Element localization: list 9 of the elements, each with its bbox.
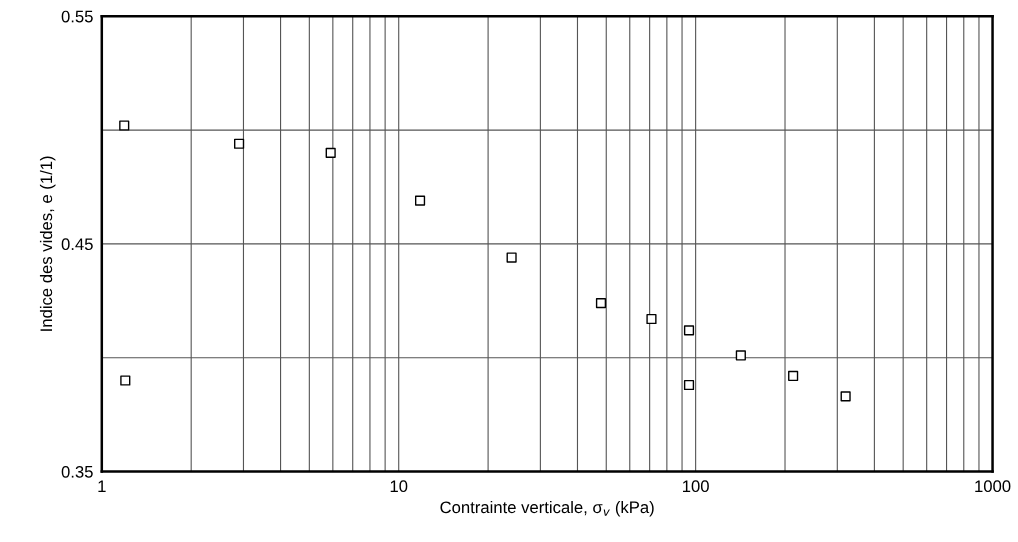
x-axis-title: Contrainte verticale, σ$_{v}$ (kPa) — [440, 500, 654, 517]
x-tick-label: 100 — [683, 480, 709, 493]
x-tick-label: 10 — [390, 480, 408, 493]
y-tick-label: 0.45 — [61, 238, 93, 251]
x-tick-label: 1 — [98, 480, 106, 492]
y-tick-label: 0.55 — [61, 10, 93, 23]
y-axis-title: Indice des vides, e (1/1) — [39, 156, 56, 331]
y-tick-label: 0.35 — [61, 465, 93, 478]
x-tick-label: 1000 — [975, 480, 1011, 493]
